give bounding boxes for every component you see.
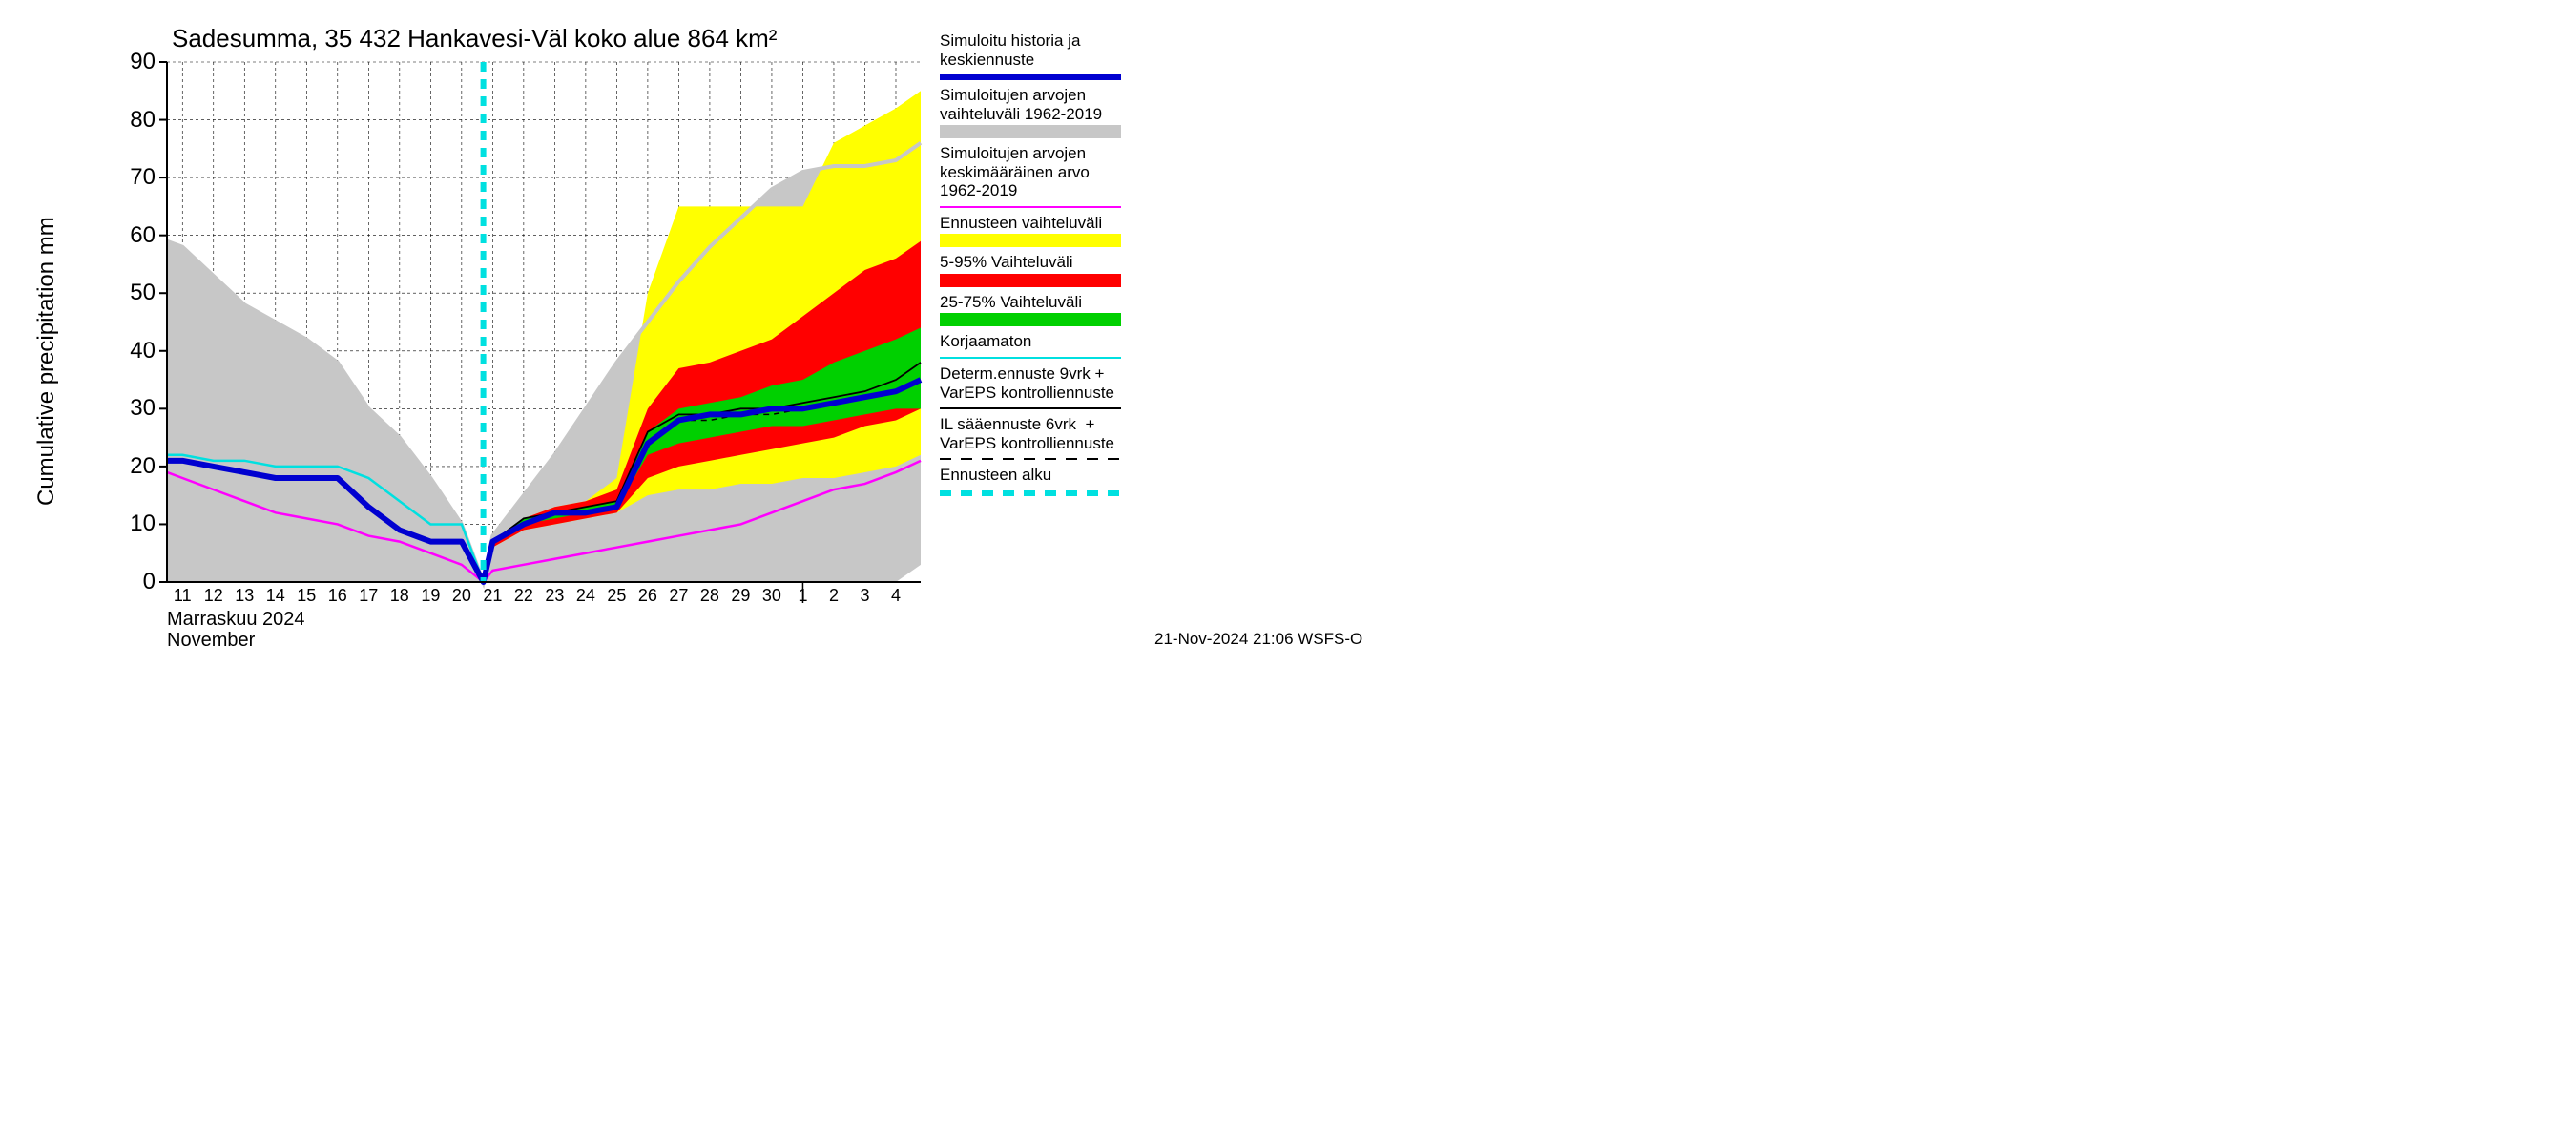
legend-item: Korjaamaton <box>940 332 1140 359</box>
y-tick: 90 <box>108 49 156 75</box>
x-month-en: November <box>167 630 255 652</box>
legend-item: Simuloitujen arvojen keskimääräinen arvo… <box>940 144 1140 208</box>
y-tick: 0 <box>108 569 156 595</box>
y-tick: 30 <box>108 395 156 422</box>
legend-item: Ennusteen vaihteluväli <box>940 214 1140 248</box>
legend: Simuloitu historia ja keskiennuste Simulo… <box>940 31 1140 502</box>
legend-item: Simuloitujen arvojen vaihteluväli 1962-2… <box>940 86 1140 138</box>
y-tick: 10 <box>108 510 156 537</box>
legend-item: Simuloitu historia ja keskiennuste <box>940 31 1140 80</box>
legend-item: 5-95% Vaihteluväli <box>940 253 1140 287</box>
y-tick: 70 <box>108 164 156 191</box>
y-tick: 40 <box>108 338 156 364</box>
footer-timestamp: 21-Nov-2024 21:06 WSFS-O <box>1154 630 1362 649</box>
legend-item: Determ.ennuste 9vrk + VarEPS kontrollien… <box>940 364 1140 409</box>
legend-item: IL sääennuste 6vrk + VarEPS kontrollienn… <box>940 415 1140 460</box>
y-tick: 50 <box>108 280 156 306</box>
x-month-fi: Marraskuu 2024 <box>167 609 305 631</box>
x-tick: 4 <box>877 586 915 606</box>
y-tick: 80 <box>108 107 156 134</box>
legend-item: 25-75% Vaihteluväli <box>940 293 1140 327</box>
y-tick: 60 <box>108 222 156 249</box>
chart-plot <box>0 0 1431 668</box>
legend-item: Ennusteen alku <box>940 466 1140 496</box>
y-tick: 20 <box>108 453 156 480</box>
